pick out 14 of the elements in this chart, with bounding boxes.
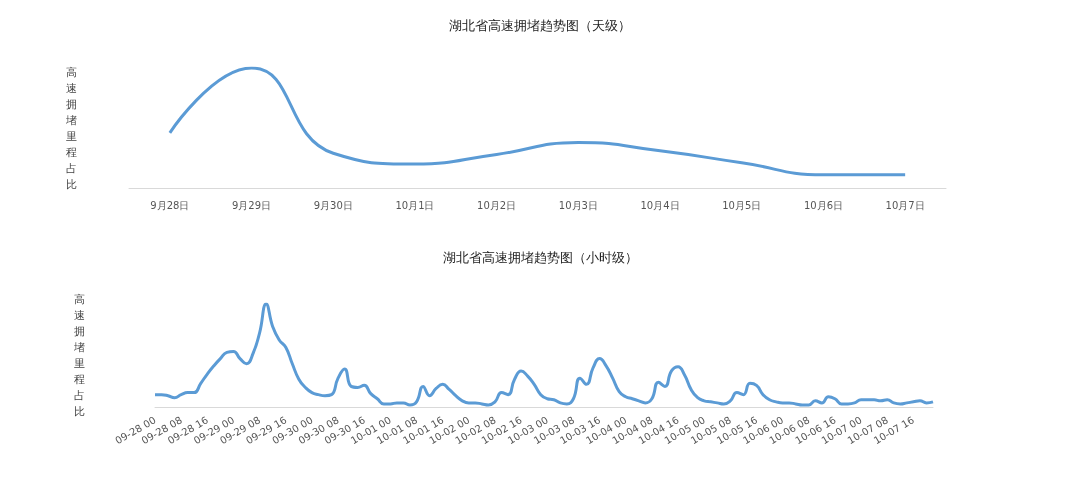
- x-tick-label: 10月4日: [640, 199, 680, 211]
- chart-title: 湖北省高速拥堵趋势图（天级）: [449, 18, 631, 33]
- x-tick-label: 10月2日: [477, 199, 517, 211]
- y-axis-title: 高速拥堵里程占比: [73, 293, 85, 418]
- x-tick-label: 10月5日: [722, 199, 762, 211]
- x-tick-label: 10月6日: [803, 199, 843, 211]
- x-tick-label: 10月3日: [558, 199, 598, 211]
- chart-title: 湖北省高速拥堵趋势图（小时级）: [442, 250, 638, 265]
- x-tick-label: 9月30日: [313, 199, 353, 211]
- x-tick-label: 10月1日: [395, 199, 435, 211]
- x-tick-label: 9月28日: [150, 199, 190, 211]
- y-axis-title: 高速拥堵里程占比: [65, 65, 77, 191]
- x-tick-label: 10月7日: [885, 199, 925, 211]
- x-tick-label: 9月29日: [232, 199, 272, 211]
